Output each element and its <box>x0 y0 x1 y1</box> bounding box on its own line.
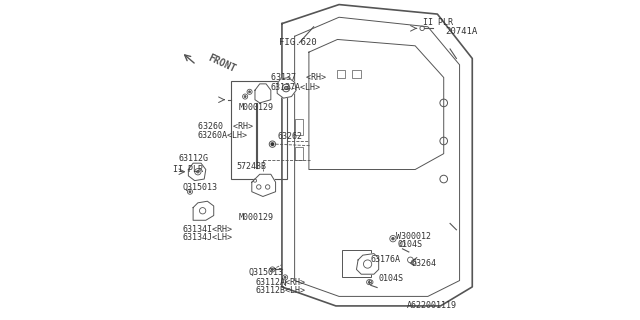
Text: W300012: W300012 <box>396 232 431 241</box>
Polygon shape <box>193 201 214 220</box>
Circle shape <box>248 91 250 93</box>
Text: M000129: M000129 <box>239 212 274 222</box>
Polygon shape <box>277 77 296 98</box>
Circle shape <box>196 171 199 173</box>
Circle shape <box>284 86 287 90</box>
Circle shape <box>392 237 394 240</box>
Text: FRONT: FRONT <box>206 52 237 74</box>
Polygon shape <box>255 84 271 103</box>
Circle shape <box>189 191 191 193</box>
Text: 63112B<LH>: 63112B<LH> <box>255 286 305 295</box>
Text: 63134I<RH>: 63134I<RH> <box>183 225 233 234</box>
Text: 63112A<RH>: 63112A<RH> <box>255 278 305 287</box>
Circle shape <box>284 276 286 278</box>
Text: II PLR: II PLR <box>423 18 453 27</box>
Text: Q315013: Q315013 <box>248 268 284 277</box>
Circle shape <box>244 96 246 98</box>
Polygon shape <box>188 163 206 180</box>
Text: 63134J<LH>: 63134J<LH> <box>183 233 233 242</box>
Text: 0104S: 0104S <box>379 275 404 284</box>
Text: 0104S: 0104S <box>397 240 422 249</box>
Text: 63262: 63262 <box>277 132 302 141</box>
Circle shape <box>271 268 273 270</box>
Text: 63137  <RH>: 63137 <RH> <box>271 73 326 82</box>
Bar <box>231 81 287 179</box>
Text: 63264: 63264 <box>412 259 437 268</box>
Text: II PLR: II PLR <box>173 165 204 174</box>
Bar <box>294 147 303 160</box>
Text: A622001119: A622001119 <box>406 301 456 310</box>
Text: 63137A<LH>: 63137A<LH> <box>271 83 321 92</box>
Polygon shape <box>356 253 379 274</box>
Bar <box>342 251 371 277</box>
Text: 63260  <RH>: 63260 <RH> <box>198 122 253 131</box>
Polygon shape <box>252 174 276 196</box>
Text: 63112G: 63112G <box>179 154 209 163</box>
Text: 63176A: 63176A <box>371 255 401 264</box>
Bar <box>294 119 303 135</box>
Text: M000129: M000129 <box>239 103 274 112</box>
Text: 63260A<LH>: 63260A<LH> <box>198 131 248 140</box>
Text: 20741A: 20741A <box>445 27 477 36</box>
Bar <box>352 69 361 77</box>
Bar <box>337 69 346 77</box>
Text: Q315013: Q315013 <box>182 182 217 191</box>
Circle shape <box>271 143 274 145</box>
Text: FIG.620: FIG.620 <box>279 38 317 47</box>
Text: 57243B: 57243B <box>236 162 266 171</box>
